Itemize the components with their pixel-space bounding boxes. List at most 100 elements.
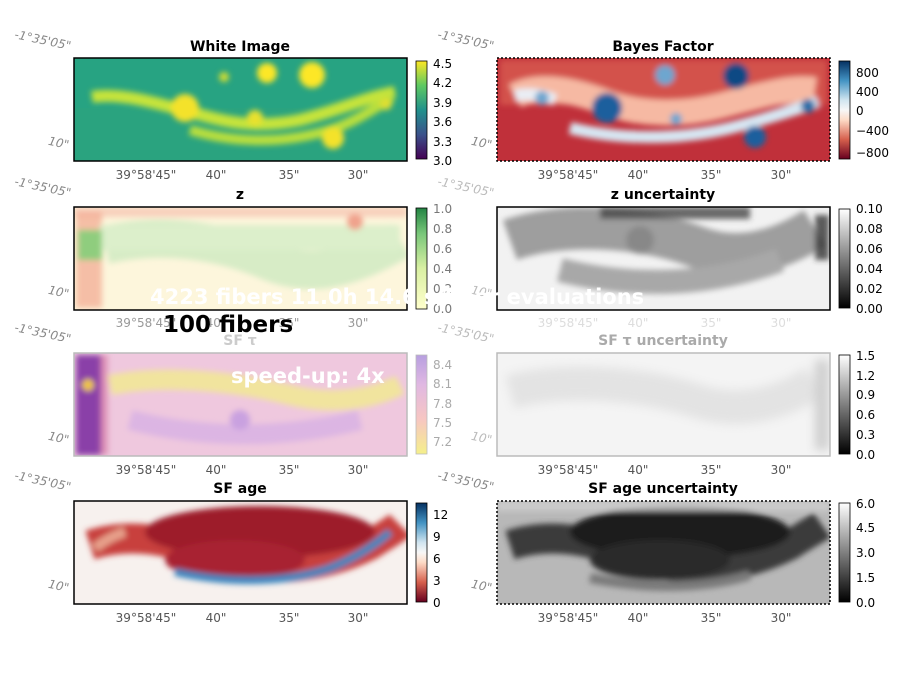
axes-frame: [73, 57, 408, 162]
cbar-tick-label: 4.5: [856, 521, 875, 535]
cbar-tick-label: 0.02: [856, 282, 883, 296]
colorbar: [838, 354, 851, 455]
heatmap-image: [497, 501, 830, 604]
ra-tick-label: 35": [279, 168, 300, 182]
cbar-tick-label: 0.0: [856, 448, 875, 462]
cbar-tick-label: 0.6: [433, 242, 452, 256]
panel-bayes-factor: Bayes Factor −800 −400 0 400: [436, 27, 889, 182]
colorbar: [838, 208, 851, 309]
cbar-tick-label: 0: [433, 596, 441, 610]
ra-tick-label: 39°58'45": [116, 168, 177, 182]
cbar-tick-label: 0: [856, 104, 864, 118]
axes-frame: [496, 57, 831, 162]
cbar-tick-label: 9: [433, 530, 441, 544]
dec-tick-label: -1°35'05": [13, 174, 72, 200]
heatmap-image: [497, 353, 830, 456]
cbar-tick-label: 3.0: [433, 154, 452, 168]
ra-tick-label: 40": [628, 168, 649, 182]
ra-tick-label: 39°58'45": [538, 168, 599, 182]
ra-tick-label: 35": [701, 316, 722, 330]
overlay-fiber-timing-text: 4223 fibers 11.0h 14.6 s/fiber evaluatio…: [150, 285, 645, 309]
cbar-tick-label: 3: [433, 574, 441, 588]
ra-tick-label: 30": [348, 168, 369, 182]
cbar-tick-label: 3.6: [433, 115, 452, 129]
panel-title: SF τ: [223, 333, 257, 349]
dec-tick-label: 10": [47, 577, 70, 595]
heatmap-image: [74, 501, 407, 604]
ra-ticks: 39°58'45" 40" 35" 30": [538, 463, 792, 477]
panel-title: z uncertainty: [611, 187, 715, 203]
dec-tick-label: -1°35'05": [436, 468, 495, 494]
cbar-tick-label: 800: [856, 66, 879, 80]
cbar-tick-label: −400: [856, 124, 889, 138]
cbar-tick-label: 12: [433, 508, 448, 522]
colorbar-ticks: 0.0 1.5 3.0 4.5 6.0: [856, 497, 875, 610]
ra-tick-label: 30": [771, 463, 792, 477]
colorbar-ticks: 3.0 3.3 3.6 3.9 4.2 4.5: [433, 57, 452, 168]
ra-tick-label: 40": [206, 316, 227, 330]
dec-tick-label: -1°35'05": [13, 320, 72, 346]
colorbar-ticks: 0.0 0.3 0.6 0.9 1.2 1.5: [856, 349, 875, 462]
dec-tick-label: 10": [470, 134, 493, 152]
ra-ticks: 39°58'45" 40" 35" 30": [538, 316, 792, 330]
heatmap-image: [74, 58, 407, 161]
dec-ticks: -1°35'05" 10": [13, 468, 72, 595]
dec-tick-label: -1°35'05": [436, 174, 495, 200]
colorbar-ticks: 0.00 0.02 0.04 0.06 0.08 0.10: [856, 202, 883, 316]
colorbar: [415, 60, 428, 160]
panel-white-image: White Image 3.0 3.3 3.6 3.9 4.2: [13, 27, 452, 182]
ra-tick-label: 30": [348, 463, 369, 477]
axes-frame: [496, 500, 831, 605]
panel-title: Bayes Factor: [612, 39, 713, 55]
cbar-tick-label: 0.0: [433, 302, 452, 316]
ra-ticks: 39°58'45" 40" 35" 30": [538, 611, 792, 625]
ra-tick-label: 35": [701, 463, 722, 477]
dec-tick-label: -1°35'05": [436, 27, 495, 53]
dec-tick-label: 10": [470, 577, 493, 595]
cbar-tick-label: 8.1: [433, 377, 452, 391]
axes-frame: [73, 500, 408, 605]
ra-tick-label: 39°58'45": [116, 463, 177, 477]
cbar-tick-label: 3.0: [856, 546, 875, 560]
cbar-tick-label: 0.00: [856, 302, 883, 316]
colorbar-ticks: 0 3 6 9 12: [433, 508, 448, 610]
cbar-tick-label: 8.4: [433, 358, 452, 372]
panel-title: SF τ uncertainty: [598, 333, 728, 349]
ra-tick-label: 35": [279, 316, 300, 330]
panel-title: White Image: [190, 39, 290, 55]
cbar-tick-label: 4.2: [433, 76, 452, 90]
cbar-tick-label: 7.5: [433, 416, 452, 430]
ra-tick-label: 39°58'45": [538, 463, 599, 477]
cbar-tick-label: 6.0: [856, 497, 875, 511]
dec-tick-label: 10": [47, 429, 70, 447]
ra-tick-label: 39°58'45": [116, 611, 177, 625]
overlay-fiber-count-text: 100 fibers: [163, 312, 294, 338]
heatmap-image: [497, 207, 830, 310]
ra-tick-label: 40": [206, 463, 227, 477]
cbar-tick-label: 3.9: [433, 96, 452, 110]
ra-tick-label: 35": [701, 168, 722, 182]
panel-title: SF age: [213, 481, 266, 497]
colorbar: [838, 60, 851, 160]
ra-tick-label: 30": [771, 611, 792, 625]
ra-tick-label: 40": [206, 168, 227, 182]
cbar-tick-label: 0.8: [433, 222, 452, 236]
ra-tick-label: 35": [701, 611, 722, 625]
axes-frame: [73, 206, 408, 311]
cbar-tick-label: 0.2: [433, 282, 452, 296]
ra-tick-label: 40": [206, 611, 227, 625]
dec-ticks: -1°35'05" 10": [436, 468, 495, 595]
overlay-speedup-text: speed-up: 4x: [231, 364, 385, 388]
dec-tick-label: -1°35'05": [13, 468, 72, 494]
cbar-tick-label: 1.5: [856, 349, 875, 363]
dec-ticks: -1°35'05" 10": [13, 174, 72, 301]
cbar-tick-label: 7.2: [433, 435, 452, 449]
heatmap-image: [74, 207, 407, 310]
panel-title: z: [236, 187, 244, 203]
cbar-tick-label: 0.3: [856, 428, 875, 442]
ra-tick-label: 40": [628, 316, 649, 330]
cbar-tick-label: 1.2: [856, 369, 875, 383]
axes-frame: [73, 352, 408, 457]
ra-tick-label: 40": [628, 463, 649, 477]
